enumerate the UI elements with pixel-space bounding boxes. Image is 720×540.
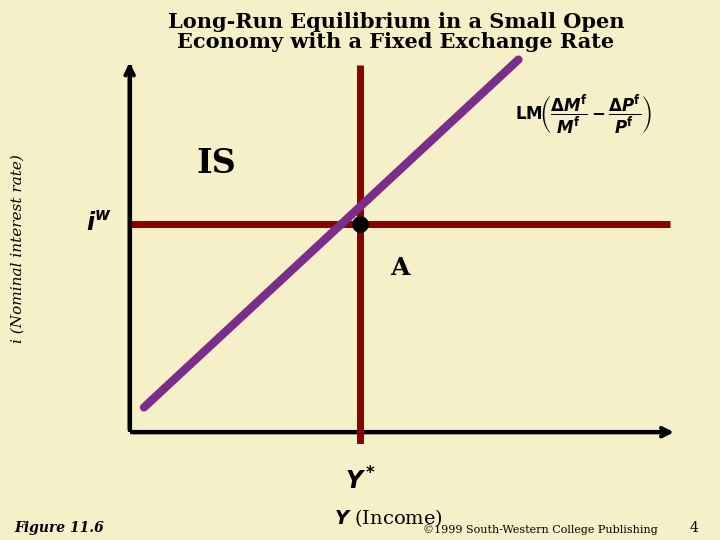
Text: i (Nominal interest rate): i (Nominal interest rate) [11,154,25,343]
Text: Economy with a Fixed Exchange Rate: Economy with a Fixed Exchange Rate [177,32,615,52]
Text: A: A [390,256,410,280]
Text: IS: IS [196,147,236,180]
Text: ©1999 South-Western College Publishing: ©1999 South-Western College Publishing [423,524,657,535]
Text: $\bfit{Y}$ (Income): $\bfit{Y}$ (Income) [334,508,444,529]
Text: Long-Run Equilibrium in a Small Open: Long-Run Equilibrium in a Small Open [168,12,624,32]
Text: Figure 11.6: Figure 11.6 [14,521,104,535]
Text: $\bfit{i}^{\bfit{w}}$: $\bfit{i}^{\bfit{w}}$ [86,212,112,235]
Text: $\bfit{Y}^*$: $\bfit{Y}^*$ [345,467,375,494]
Text: $\mathbf{LM}\!\left(\dfrac{\mathbf{\Delta}\bfit{M}^\mathbf{f}}{\bfit{M}^\mathbf{: $\mathbf{LM}\!\left(\dfrac{\mathbf{\Delt… [515,93,652,136]
Text: 4: 4 [690,521,698,535]
